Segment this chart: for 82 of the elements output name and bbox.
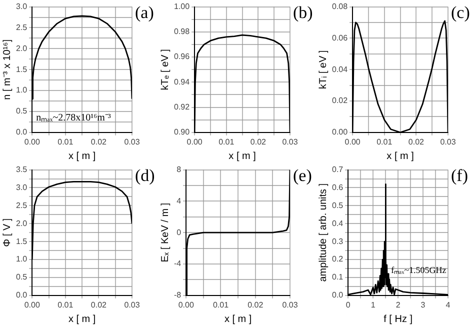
y-tick-label: 2.0 — [16, 44, 28, 53]
x-tick-label: 0.01 — [58, 300, 74, 310]
y-tick-label: 0.0 — [332, 290, 344, 300]
y-tick-label: 0.94 — [174, 77, 190, 86]
y-tick-label: 1.0 — [16, 254, 28, 264]
chart-title: (a) — [135, 2, 154, 22]
y-tick-label: 8 — [176, 165, 182, 174]
y-tick-label: 0.92 — [174, 102, 190, 112]
x-tick-label: 0.01 — [376, 137, 393, 146]
chart-title: (e) — [293, 166, 312, 185]
y-tick-label: 0.3 — [332, 236, 344, 246]
x-tick-label: 0.03 — [124, 300, 140, 310]
x-tick-label: 3 — [420, 300, 426, 310]
x-axis-title: x [ m ] — [68, 314, 96, 325]
x-tick-label: 0.02 — [90, 137, 108, 146]
x-axis-title: f [ Hz ] — [384, 314, 413, 325]
x-axis-title: x [ m ] — [68, 150, 96, 162]
x-tick-label: 0.02 — [250, 137, 267, 146]
y-tick-label: 1.00 — [174, 2, 190, 12]
y-tick-label: 0.7 — [332, 165, 344, 174]
x-tick-label: 0.02 — [248, 300, 264, 310]
y-tick-label: 0.02 — [332, 96, 348, 106]
y-tick-label: 0.90 — [174, 128, 190, 137]
y-tick-label: 0.1 — [332, 272, 344, 282]
y-tick-label: 2.5 — [16, 200, 28, 210]
y-tick-label: 0.5 — [16, 106, 28, 116]
y-tick-label: -4 — [174, 259, 182, 268]
x-axis-title: x [ m ] — [224, 314, 252, 325]
x-tick-label: 0.03 — [440, 137, 456, 146]
y-tick-label: 2.0 — [16, 218, 28, 228]
y-tick-label: 0.06 — [332, 33, 348, 42]
y-tick-label: 0 — [176, 228, 182, 237]
x-tick-label: 0.03 — [282, 300, 298, 310]
x-tick-label: 0.00 — [24, 300, 40, 310]
y-tick-label: 0.2 — [332, 254, 344, 264]
y-tick-label: 0.98 — [174, 27, 190, 36]
y-tick-label: 0.96 — [174, 52, 190, 62]
x-tick-label: 0.02 — [90, 300, 108, 310]
y-tick-label: 0.0 — [16, 290, 28, 300]
x-tick-label: 0.01 — [212, 300, 230, 310]
x-tick-label: 0.00 — [344, 137, 361, 146]
chart-title: (f) — [451, 166, 468, 185]
y-tick-label: 0.5 — [332, 200, 344, 210]
y-axis-title: kTᵢ [ eV ] — [318, 50, 329, 90]
y-tick-label: 0.00 — [332, 128, 348, 137]
x-axis-title: x [ m ] — [228, 150, 256, 162]
y-tick-label: 3.0 — [16, 2, 28, 12]
y-tick-label: 3.5 — [16, 165, 28, 174]
y-tick-label: 0.04 — [332, 64, 348, 74]
y-tick-label: 0.6 — [332, 182, 344, 192]
chart-title: (c) — [451, 2, 470, 22]
x-tick-label: 4 — [446, 300, 451, 310]
y-tick-label: 2.5 — [16, 22, 28, 32]
annotation: nₘₐₓ~2.78x10¹⁶m⁻³ — [36, 112, 111, 124]
y-tick-label: -8 — [174, 290, 182, 300]
x-tick-label: 0.01 — [58, 137, 74, 146]
y-axis-title: kTₑ [ eV ] — [160, 48, 171, 90]
y-tick-label: 0.0 — [16, 128, 28, 137]
x-tick-label: 0.00 — [186, 137, 203, 146]
y-axis-title: Φ [ V ] — [2, 218, 13, 247]
chart-title: (b) — [293, 2, 313, 22]
x-tick-label: 2 — [396, 300, 401, 310]
y-tick-label: 1.5 — [16, 64, 28, 74]
y-tick-label: 0.4 — [332, 218, 344, 228]
x-tick-label: 0.01 — [218, 137, 235, 146]
y-axis-title: amplitude [ arb. units ] — [318, 183, 329, 282]
y-tick-label: 1.5 — [16, 236, 28, 246]
y-tick-label: 4 — [176, 196, 182, 206]
y-tick-label: 1.0 — [16, 86, 28, 95]
y-tick-label: 3.0 — [16, 182, 28, 192]
x-tick-label: 0.00 — [24, 137, 40, 146]
y-axis-title: n [ m⁻³ x 10¹⁶] — [2, 39, 13, 100]
chart-title: (d) — [135, 166, 155, 185]
x-tick-label: 0.03 — [124, 137, 140, 146]
x-tick-label: 1 — [370, 300, 376, 310]
x-axis-title: x [ m ] — [386, 150, 414, 162]
y-axis-title: Eₓ [ KeV / m ] — [160, 202, 171, 262]
x-tick-label: 0.02 — [408, 137, 425, 146]
y-tick-label: 0.08 — [332, 2, 348, 12]
annotation: fₘₐₓ~1.505GHz — [391, 264, 446, 275]
y-tick-label: 0.5 — [16, 272, 28, 282]
x-tick-label: 0.03 — [282, 137, 298, 146]
